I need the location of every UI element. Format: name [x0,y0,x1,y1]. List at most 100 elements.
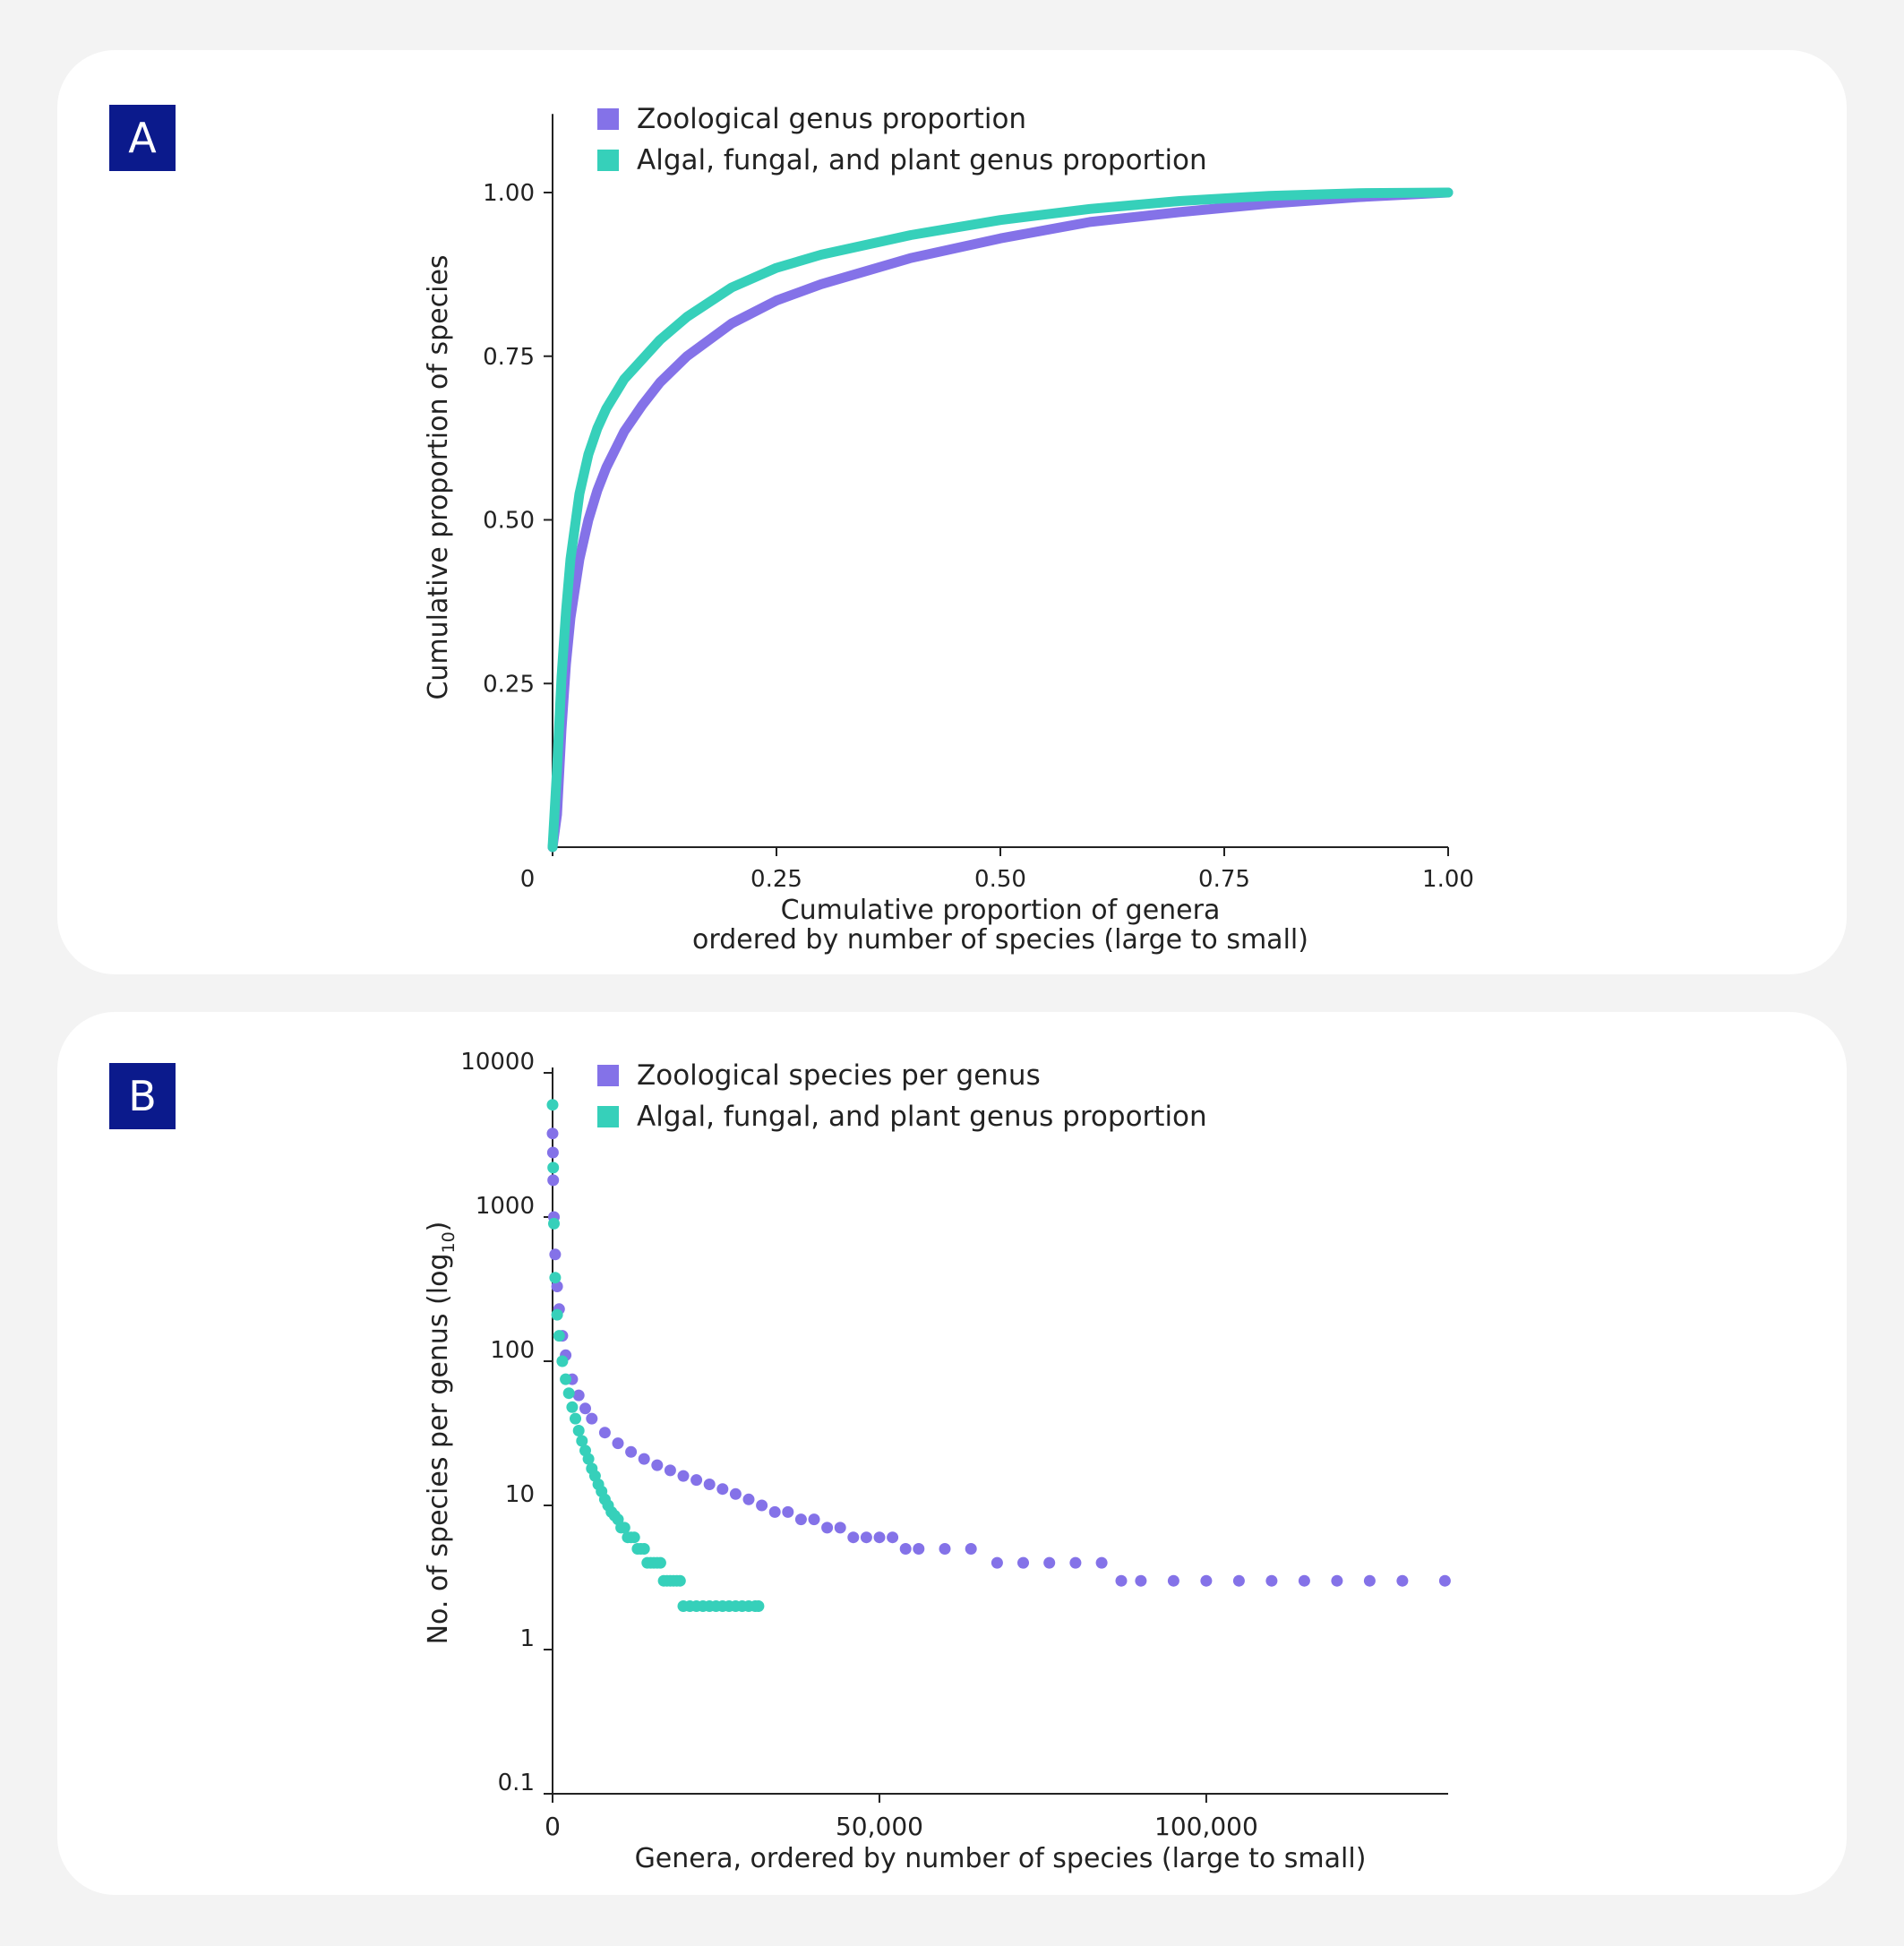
b-series-0-point [546,1146,559,1159]
b-series-0-point [1017,1556,1029,1569]
b-series-0-point [638,1453,650,1465]
b-series-0-point [664,1464,676,1477]
a-x-tick-label: 1.00 [1422,866,1474,893]
b-y-tick-label: 100 [490,1337,535,1364]
b-series-1-point [553,1330,565,1342]
b-series-0-point [742,1493,755,1505]
a-legend-label-1: Algal, fungal, and plant genus proportio… [637,144,1207,176]
b-y-axis-label: No. of species per genus (log10) [423,1222,459,1645]
b-series-0-point [598,1427,611,1439]
b-series-1-point [546,1099,559,1111]
b-series-0-point [860,1531,872,1544]
b-series-1-point [570,1412,581,1425]
b-series-0-point [586,1412,598,1425]
a-legend-swatch-0 [597,108,619,130]
b-series-0-point [965,1543,977,1555]
b-series-0-point [690,1474,703,1487]
panel-b-badge: B [109,1063,176,1129]
b-y-tick-label: 10 [505,1481,535,1508]
b-series-1-point [673,1574,686,1587]
a-series-line-0 [547,187,1454,853]
panel-a: A [57,50,1847,974]
b-series-1-point [572,1425,585,1436]
b-series-0-point [1298,1574,1310,1587]
b-series-0-point [625,1445,638,1458]
b-series-0-point [1232,1574,1245,1587]
b-series-0-point [794,1513,807,1526]
b-series-0-point [1438,1574,1451,1587]
b-y-tick-label: 1 [519,1625,535,1652]
a-y-tick-label: 0.75 [483,344,535,371]
b-series-0-point [834,1522,846,1534]
b-series-1-point [551,1308,563,1321]
b-series-1-point [654,1556,666,1569]
b-series-0-point [729,1487,742,1500]
b-series-0-point [1167,1574,1179,1587]
b-series-0-point [913,1543,925,1555]
b-series-0-point [579,1402,591,1415]
b-y-tick-label: 0.1 [498,1770,535,1796]
b-series-0-point [873,1531,886,1544]
b-series-0-point [572,1389,585,1402]
b-legend-swatch-1 [597,1106,619,1127]
a-series-line-1 [547,187,1454,853]
b-series-0-point [1396,1574,1409,1587]
b-series-1-point [548,1217,560,1230]
b-series-0-point [703,1479,716,1490]
b-series-1-point [549,1272,562,1284]
b-series-1-point [752,1600,765,1612]
b-series-0-point [899,1543,912,1555]
b-series-0-point [782,1505,794,1518]
a-x-tick-label: 0.25 [750,866,802,893]
b-y-tick-label: 10000 [460,1049,535,1076]
b-series-1-point [628,1531,640,1544]
b-series-0-point [887,1531,899,1544]
b-legend-label-0: Zoological species per genus [637,1059,1041,1092]
b-series-0-point [847,1531,860,1544]
b-series-0-point [808,1513,820,1526]
a-y-tick-label: 0.25 [483,671,535,698]
a-x-axis-label-line2: ordered by number of species (large to s… [692,924,1308,956]
b-series-0-point [768,1505,781,1518]
b-legend-swatch-0 [597,1065,619,1086]
b-series-0-point [1069,1556,1082,1569]
a-y-tick-label: 1.00 [483,180,535,207]
b-x-tick-label: 100,000 [1154,1812,1258,1841]
b-series-1-point [638,1543,650,1555]
b-series-0-point [651,1459,664,1471]
b-series-0-point [677,1470,690,1482]
a-x-tick-label: 0.75 [1198,866,1250,893]
b-series-0-point [546,1127,559,1140]
b-series-0-point [821,1522,834,1534]
b-series-1-point [562,1387,575,1400]
b-series-1-point [566,1401,579,1413]
a-x-axis-label-line1: Cumulative proportion of genera [781,895,1221,926]
b-series-0-point [547,1174,560,1187]
b-series-0-point [1043,1556,1056,1569]
b-series-0-point [1095,1556,1108,1569]
b-y-tick-label: 1000 [476,1193,535,1220]
b-series-0-point [716,1483,729,1496]
b-series-trace-0 [553,1134,1445,1582]
b-series-0-point [991,1556,1003,1569]
b-series-0-point [756,1499,768,1512]
b-series-0-point [1135,1574,1147,1587]
a-y-tick-label: 0.50 [483,508,535,535]
b-series-1-point [547,1162,560,1174]
panel-a-badge: A [109,105,176,171]
b-x-tick-label: 0 [545,1812,561,1841]
b-x-tick-label: 50,000 [836,1812,923,1841]
a-x-tick-label: 0.50 [974,866,1026,893]
b-x-axis-label: Genera, ordered by number of species (la… [635,1843,1367,1874]
a-x-tick-label: 0 [520,866,536,893]
b-series-trace-1 [553,1105,759,1607]
b-series-1-point [618,1522,630,1534]
b-series-1-point [576,1435,588,1447]
a-legend-swatch-1 [597,150,619,171]
b-series-0-point [1115,1574,1128,1587]
a-legend-label-0: Zoological genus proportion [637,103,1026,135]
b-series-1-point [556,1355,569,1367]
a-y-axis-label: Cumulative proportion of species [423,254,454,699]
panel-b: B [57,1012,1847,1895]
